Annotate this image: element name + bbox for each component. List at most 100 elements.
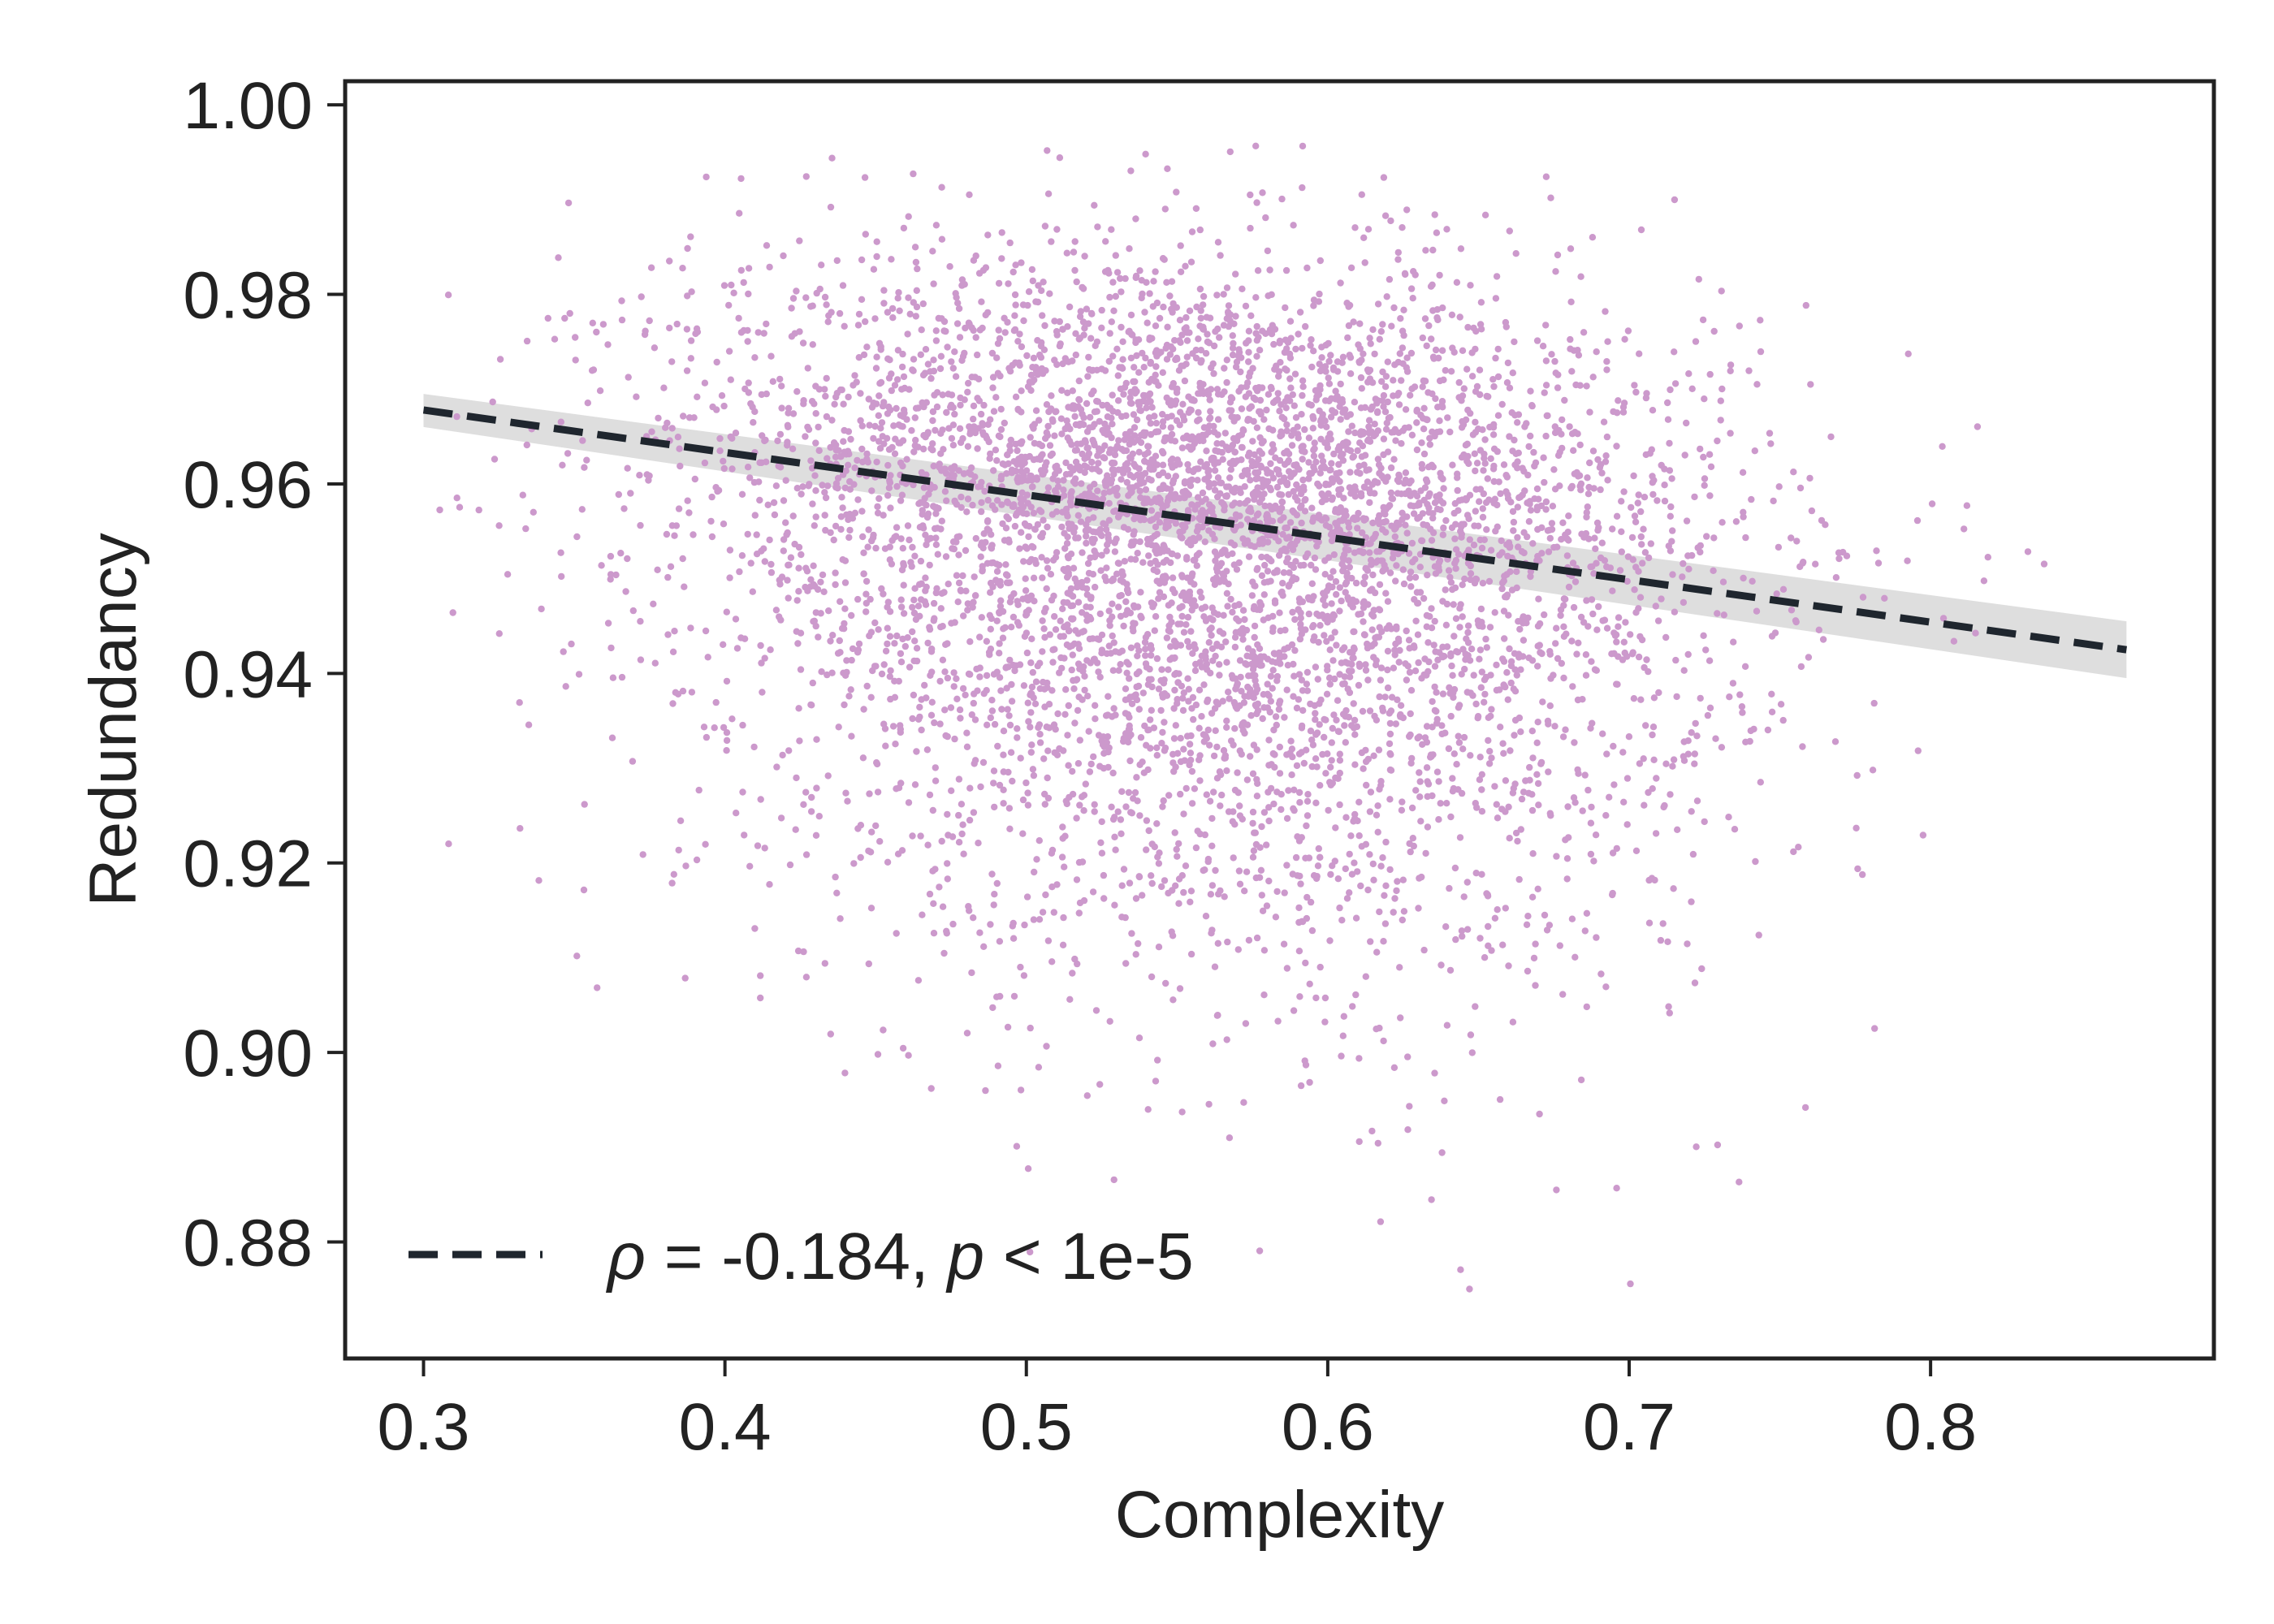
scatter-point	[988, 542, 996, 549]
scatter-point	[1111, 833, 1118, 841]
scatter-point	[1408, 431, 1416, 438]
scatter-point	[886, 479, 894, 486]
scatter-point	[1282, 304, 1289, 312]
scatter-point	[618, 316, 626, 324]
scatter-point	[929, 806, 937, 814]
scatter-point	[1437, 469, 1444, 477]
scatter-point	[1160, 303, 1167, 311]
scatter-point	[807, 457, 815, 464]
scatter-point	[1245, 327, 1253, 335]
scatter-point	[962, 691, 969, 699]
scatter-point	[1203, 791, 1211, 798]
scatter-point	[989, 1004, 996, 1012]
scatter-point	[1238, 405, 1246, 412]
scatter-point	[1230, 561, 1239, 568]
scatter-point	[1311, 439, 1318, 447]
scatter-point	[802, 564, 810, 572]
scatter-point	[1411, 596, 1418, 603]
scatter-point	[1574, 696, 1582, 704]
scatter-point	[832, 393, 840, 401]
scatter-point	[1114, 408, 1122, 417]
scatter-point	[987, 625, 995, 633]
scatter-point	[812, 622, 819, 630]
scatter-point	[1736, 322, 1743, 330]
scatter-point	[495, 630, 503, 637]
scatter-point	[1299, 706, 1307, 715]
scatter-point	[1105, 607, 1113, 615]
scatter-point	[938, 235, 946, 243]
scatter-point	[1095, 668, 1102, 676]
scatter-point	[1098, 631, 1106, 639]
scatter-point	[1395, 390, 1403, 397]
scatter-point	[1499, 655, 1507, 663]
scatter-point	[641, 330, 649, 339]
scatter-point	[1350, 318, 1357, 326]
scatter-point	[1506, 433, 1513, 440]
scatter-point	[919, 300, 927, 308]
scatter-point	[1101, 420, 1109, 428]
scatter-point	[941, 668, 949, 676]
scatter-point	[1192, 844, 1200, 852]
scatter-point	[1210, 752, 1218, 760]
scatter-point	[1498, 585, 1506, 593]
scatter-point	[1494, 345, 1502, 353]
scatter-point	[1360, 350, 1367, 357]
scatter-point	[897, 535, 905, 542]
scatter-point	[1505, 611, 1512, 619]
scatter-point	[723, 729, 731, 736]
scatter-point	[930, 503, 937, 510]
scatter-point	[1287, 384, 1295, 391]
scatter-point	[1349, 603, 1357, 611]
scatter-point	[1547, 812, 1554, 819]
scatter-point	[1157, 706, 1165, 715]
scatter-point	[760, 545, 767, 552]
scatter-point	[807, 303, 815, 310]
scatter-point	[845, 533, 853, 542]
scatter-point	[1139, 559, 1147, 566]
scatter-point	[1492, 354, 1499, 362]
scatter-point	[1568, 482, 1576, 490]
scatter-point	[850, 481, 858, 488]
scatter-point	[1113, 491, 1121, 499]
scatter-point	[891, 640, 898, 647]
scatter-point	[1202, 350, 1210, 357]
scatter-point	[848, 732, 855, 740]
scatter-point	[994, 1062, 1002, 1069]
scatter-point	[1144, 1106, 1152, 1113]
scatter-point	[1316, 257, 1325, 265]
scatter-point	[654, 566, 661, 573]
scatter-point	[1485, 736, 1492, 745]
scatter-point	[1308, 336, 1315, 343]
scatter-point	[1104, 413, 1112, 421]
scatter-point	[1470, 672, 1477, 679]
scatter-point	[975, 270, 984, 277]
scatter-point	[1354, 868, 1361, 875]
scatter-point	[865, 395, 873, 403]
scatter-point	[1806, 474, 1814, 482]
scatter-point	[1447, 650, 1455, 658]
scatter-point	[1452, 615, 1460, 622]
scatter-point	[878, 585, 885, 593]
scatter-point	[1530, 448, 1537, 456]
scatter-point	[961, 281, 968, 288]
scatter-point	[855, 354, 863, 361]
scatter-point	[1398, 377, 1405, 384]
scatter-point	[1067, 585, 1075, 593]
scatter-point	[1398, 440, 1405, 447]
scatter-point	[1359, 707, 1367, 715]
scatter-point	[1223, 1036, 1230, 1043]
scatter-point	[1186, 741, 1194, 748]
scatter-point	[1300, 561, 1308, 569]
scatter-point	[992, 447, 1000, 454]
scatter-point	[475, 506, 482, 514]
scatter-point	[1610, 742, 1617, 750]
scatter-point	[876, 838, 884, 845]
scatter-point	[1489, 431, 1498, 438]
scatter-point	[905, 294, 912, 301]
scatter-point	[1442, 923, 1450, 931]
scatter-point	[1028, 483, 1036, 490]
scatter-point	[965, 379, 972, 387]
scatter-point	[1542, 506, 1550, 513]
scatter-point	[958, 830, 966, 838]
scatter-point	[1008, 698, 1016, 705]
